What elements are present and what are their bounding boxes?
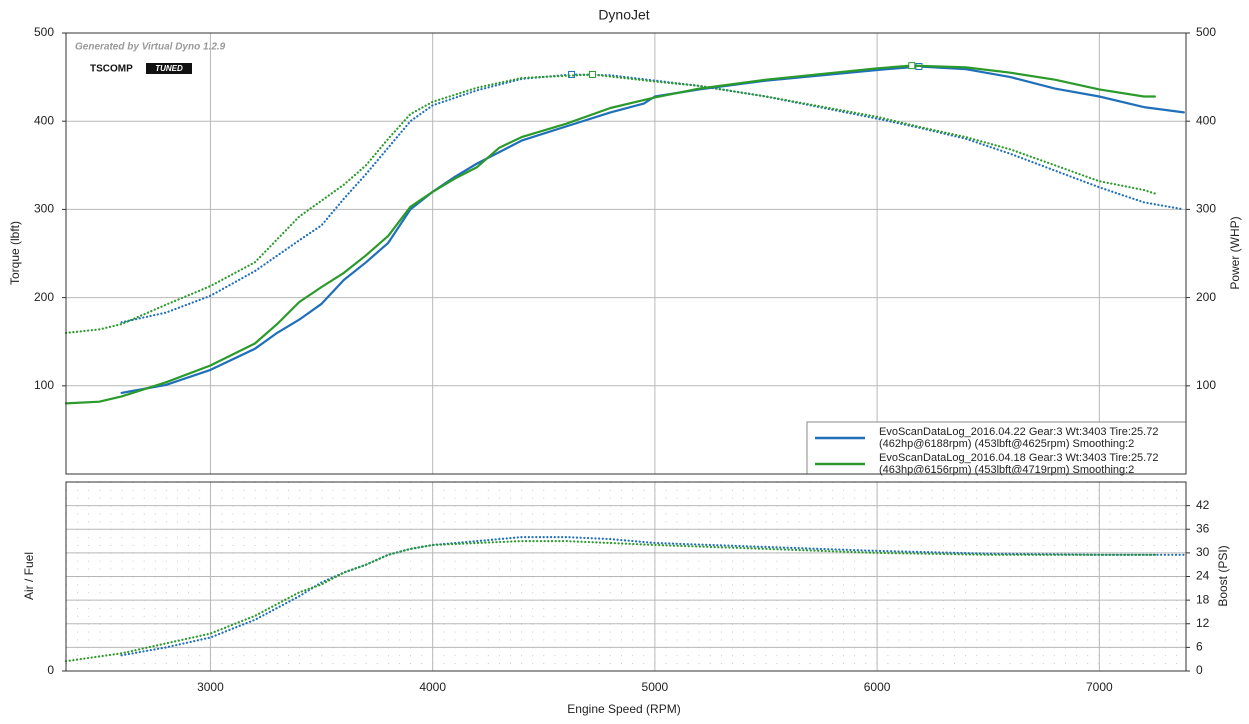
series-line bbox=[64, 64, 1156, 405]
y2-tick-label: 0 bbox=[1196, 663, 1203, 677]
y2-axis-label: Boost (PSI) bbox=[1216, 545, 1230, 606]
y2-tick-label: 36 bbox=[1196, 521, 1210, 535]
y2-tick-label: 6 bbox=[1196, 640, 1203, 654]
legend-text: EvoScanDataLog_2016.04.22 Gear:3 Wt:3403… bbox=[879, 426, 1158, 438]
x-tick-label: 3000 bbox=[197, 680, 224, 694]
y2-tick-label: 24 bbox=[1196, 569, 1210, 583]
legend-text: (462hp@6188rpm) (453lbft@4625rpm) Smooth… bbox=[879, 438, 1134, 450]
y2-axis-label: Power (WHP) bbox=[1228, 216, 1242, 289]
series-line bbox=[64, 540, 1156, 663]
y2-tick-label: 200 bbox=[1196, 290, 1216, 304]
x-tick-label: 5000 bbox=[642, 680, 669, 694]
legend-text: EvoScanDataLog_2016.04.18 Gear:3 Wt:3403… bbox=[879, 452, 1158, 464]
series-line bbox=[64, 73, 1156, 334]
y-axis-label: Torque (lbft) bbox=[8, 221, 22, 285]
peak-marker bbox=[588, 70, 596, 78]
y-tick-label: 400 bbox=[34, 113, 54, 127]
x-tick-label: 4000 bbox=[419, 680, 446, 694]
x-tick-label: 6000 bbox=[864, 680, 891, 694]
y2-tick-label: 18 bbox=[1196, 592, 1210, 606]
logo-text: TUNED bbox=[155, 64, 183, 73]
y-tick-label: 100 bbox=[34, 378, 54, 392]
y2-tick-label: 400 bbox=[1196, 113, 1216, 127]
series-line bbox=[120, 73, 1185, 324]
peak-marker bbox=[908, 62, 916, 70]
plot-frame bbox=[65, 481, 1187, 672]
chart-title: DynoJet bbox=[598, 7, 649, 23]
legend-text: (463hp@6156rpm) (453lbft@4719rpm) Smooth… bbox=[879, 464, 1134, 476]
y2-tick-label: 300 bbox=[1196, 202, 1216, 216]
series-line bbox=[120, 65, 1185, 394]
y2-tick-label: 12 bbox=[1196, 616, 1210, 630]
x-axis-label: Engine Speed (RPM) bbox=[567, 702, 680, 716]
y-tick-label: 500 bbox=[34, 25, 54, 39]
y-axis-label: Air / Fuel bbox=[22, 552, 36, 600]
y-tick-label: 300 bbox=[34, 202, 54, 216]
peak-marker bbox=[568, 70, 576, 78]
y2-tick-label: 30 bbox=[1196, 545, 1210, 559]
y-tick-label: 0 bbox=[47, 663, 54, 677]
y-tick-label: 200 bbox=[34, 290, 54, 304]
x-tick-label: 7000 bbox=[1086, 680, 1113, 694]
y2-tick-label: 100 bbox=[1196, 378, 1216, 392]
plot-frame bbox=[65, 32, 1187, 475]
y2-tick-label: 42 bbox=[1196, 498, 1210, 512]
y2-tick-label: 500 bbox=[1196, 25, 1216, 39]
logo-text: TSCOMP bbox=[90, 64, 133, 75]
annotation: Generated by Virtual Dyno 1.2.9 bbox=[75, 42, 226, 53]
legend-box bbox=[806, 421, 1187, 475]
logo-badge bbox=[146, 63, 192, 74]
